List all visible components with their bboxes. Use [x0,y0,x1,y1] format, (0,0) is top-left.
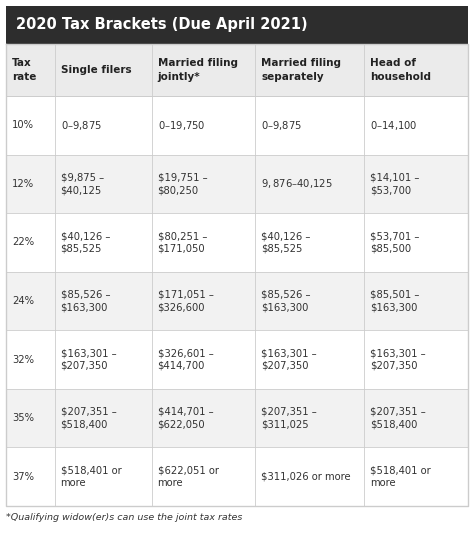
Text: $414,701 –
$622,050: $414,701 – $622,050 [157,407,213,429]
Text: $0 – $9,875: $0 – $9,875 [262,119,302,132]
Text: $14,101 –
$53,700: $14,101 – $53,700 [370,173,419,195]
Bar [6,448,468,506]
Text: $518,401 or
more: $518,401 or more [370,465,431,488]
Text: $171,051 –
$326,600: $171,051 – $326,600 [157,290,213,312]
Text: $163,301 –
$207,350: $163,301 – $207,350 [61,348,116,371]
Text: 2020 Tax Brackets (Due April 2021): 2020 Tax Brackets (Due April 2021) [16,17,308,32]
Text: 10%: 10% [12,120,34,130]
Text: $0 – $9,875: $0 – $9,875 [61,119,101,132]
Text: $85,501 –
$163,300: $85,501 – $163,300 [370,290,419,312]
Text: $40,126 –
$85,525: $40,126 – $85,525 [262,231,311,254]
Bar [6,6,468,44]
Text: $80,251 –
$171,050: $80,251 – $171,050 [157,231,207,254]
Text: $0 – $14,100: $0 – $14,100 [370,119,418,132]
Text: $207,351 –
$311,025: $207,351 – $311,025 [262,407,317,429]
Text: $40,126 –
$85,525: $40,126 – $85,525 [61,231,110,254]
Text: $311,026 or more: $311,026 or more [262,472,351,482]
Bar [6,389,468,448]
Text: *Qualifying widow(er)s can use the joint tax rates: *Qualifying widow(er)s can use the joint… [6,512,242,522]
Text: $326,601 –
$414,700: $326,601 – $414,700 [157,348,213,371]
Text: Single filers: Single filers [61,65,131,75]
Text: 22%: 22% [12,238,34,247]
Text: 32%: 32% [12,355,34,365]
Text: Married filing
separately: Married filing separately [262,58,341,82]
Text: Tax
rate: Tax rate [12,58,36,82]
Text: Married filing
jointly*: Married filing jointly* [157,58,237,82]
Bar [6,154,468,213]
Text: $0 – $19,750: $0 – $19,750 [157,119,205,132]
Text: $9,876 – $40,125: $9,876 – $40,125 [262,177,333,191]
Text: 24%: 24% [12,296,34,306]
Text: 37%: 37% [12,472,34,482]
Text: $622,051 or
more: $622,051 or more [157,465,219,488]
Bar [6,213,468,272]
Text: 35%: 35% [12,413,34,423]
Bar [6,272,468,330]
Text: $53,701 –
$85,500: $53,701 – $85,500 [370,231,419,254]
Text: $85,526 –
$163,300: $85,526 – $163,300 [262,290,311,312]
Text: $163,301 –
$207,350: $163,301 – $207,350 [262,348,317,371]
Text: 12%: 12% [12,179,34,189]
Bar [6,96,468,154]
Bar [6,44,468,96]
Text: $9,875 –
$40,125: $9,875 – $40,125 [61,173,104,195]
Bar [6,330,468,389]
Text: $163,301 –
$207,350: $163,301 – $207,350 [370,348,426,371]
Text: $85,526 –
$163,300: $85,526 – $163,300 [61,290,110,312]
Text: $207,351 –
$518,400: $207,351 – $518,400 [370,407,426,429]
Text: $19,751 –
$80,250: $19,751 – $80,250 [157,173,207,195]
Text: Head of
household: Head of household [370,58,431,82]
Text: $207,351 –
$518,400: $207,351 – $518,400 [61,407,116,429]
Text: $518,401 or
more: $518,401 or more [61,465,121,488]
